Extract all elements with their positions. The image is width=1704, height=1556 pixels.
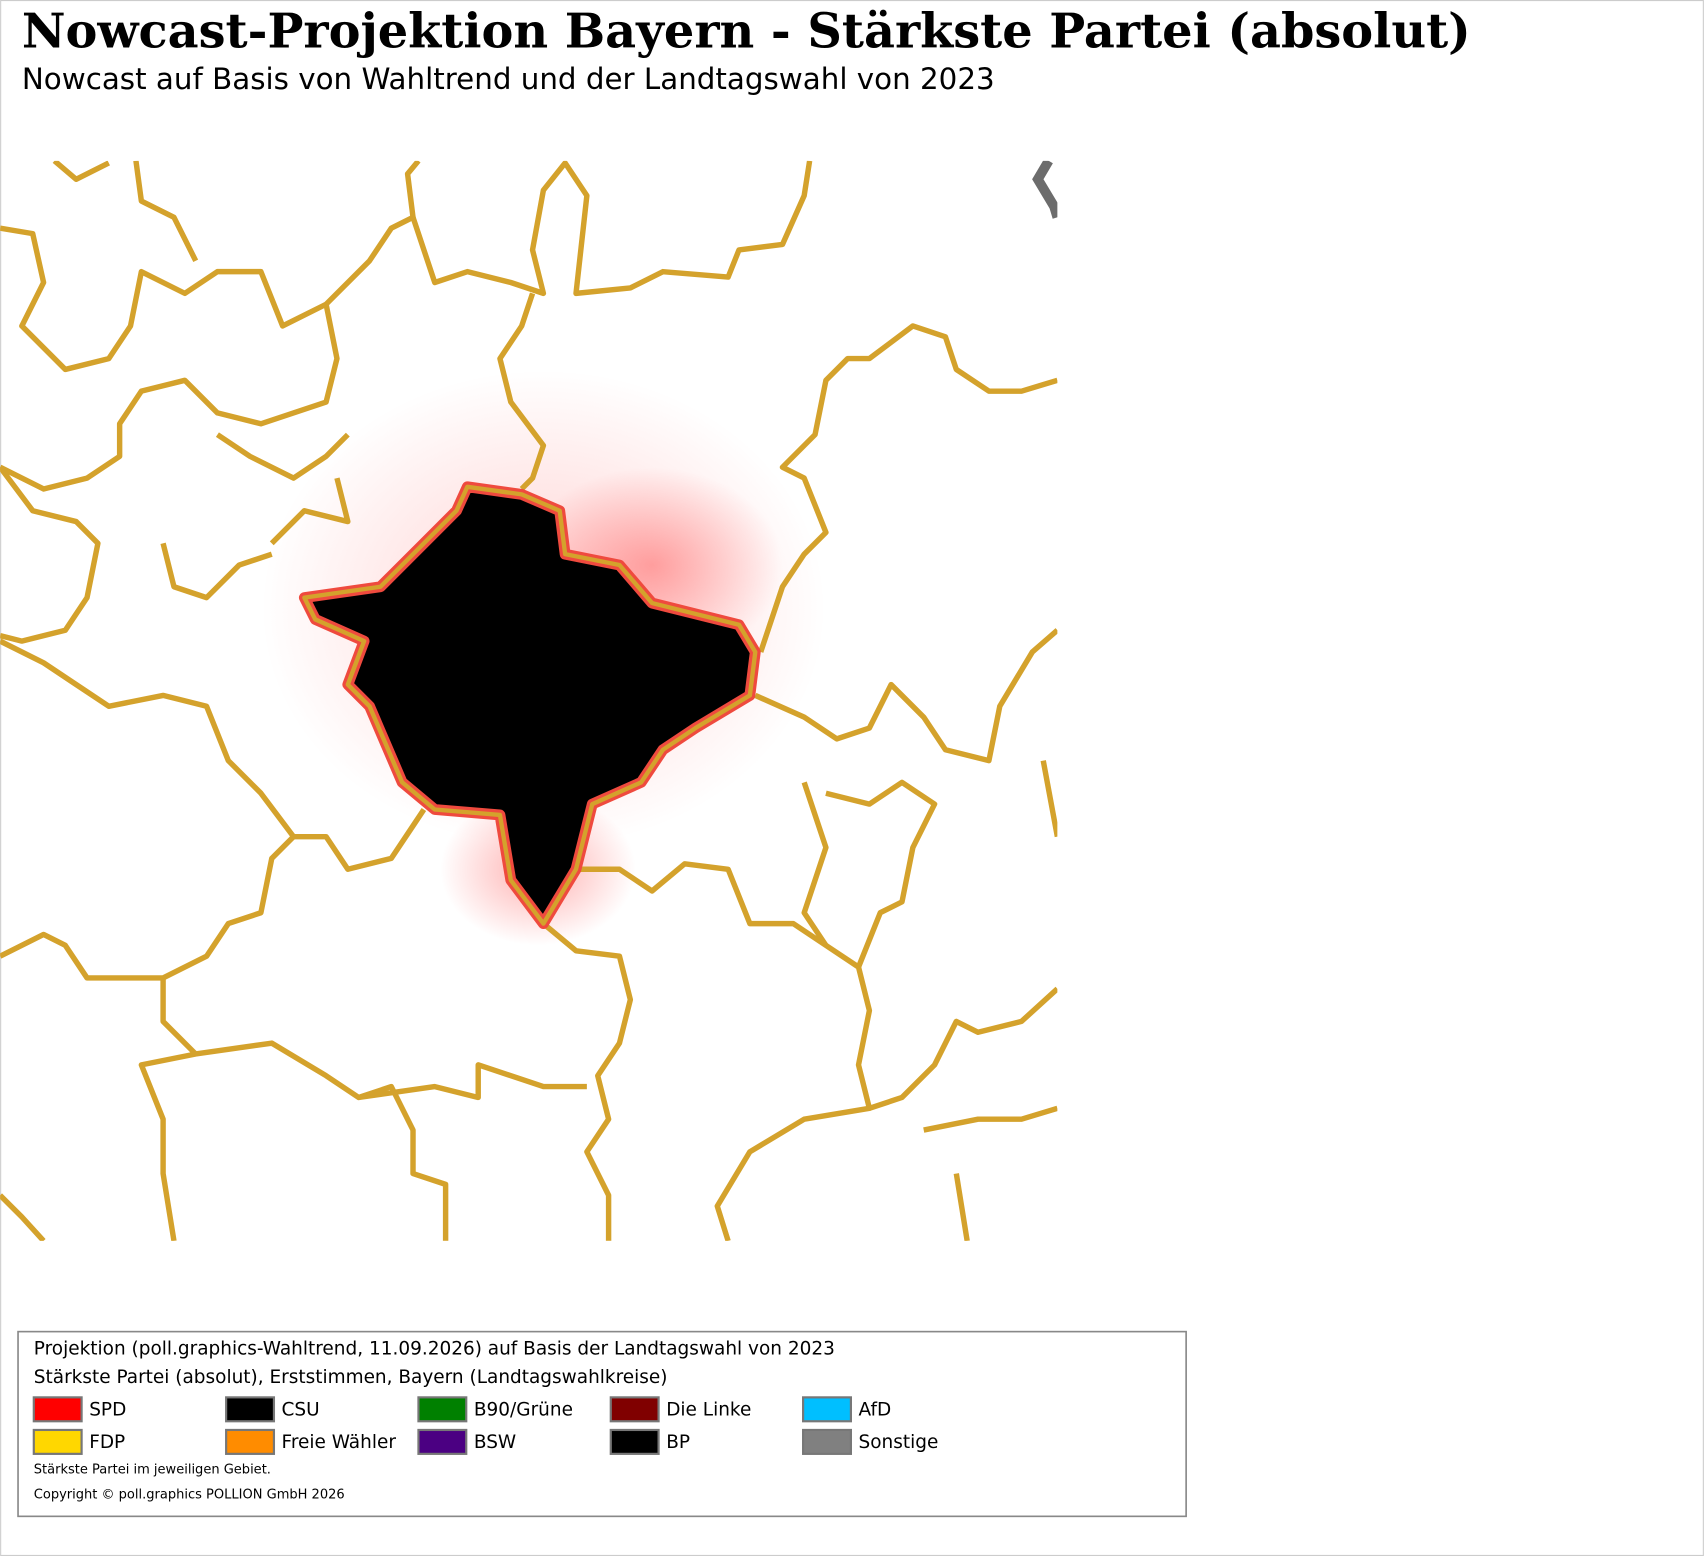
legend-swatch xyxy=(417,1396,468,1423)
legend-swatch xyxy=(32,1428,83,1455)
map xyxy=(0,160,1058,1241)
legend-label: BSW xyxy=(474,1432,516,1453)
legend-swatch xyxy=(32,1396,83,1423)
legend-label: B90/Grüne xyxy=(474,1399,573,1420)
legend-label: Sonstige xyxy=(859,1432,939,1453)
subtitle: Nowcast auf Basis von Wahltrend und der … xyxy=(22,62,995,96)
legend-swatch xyxy=(802,1396,853,1423)
title: Nowcast-Projektion Bayern - Stärkste Par… xyxy=(22,3,1471,59)
legend-swatch xyxy=(417,1428,468,1455)
legend-label: FDP xyxy=(89,1432,125,1453)
legend-swatch xyxy=(802,1428,853,1455)
legend-heading: Projektion (poll.graphics-Wahltrend, 11.… xyxy=(34,1339,835,1360)
legend-label: CSU xyxy=(282,1399,320,1420)
legend-heading: Stärkste Partei (absolut), Erststimmen, … xyxy=(34,1367,668,1388)
legend-label: SPD xyxy=(89,1399,126,1420)
legend-label: AfD xyxy=(859,1399,892,1420)
legend-note: Copyright © poll.graphics POLLION GmbH 2… xyxy=(34,1488,345,1503)
legend-label: Freie Wähler xyxy=(282,1432,397,1453)
legend: Projektion (poll.graphics-Wahltrend, 11.… xyxy=(32,1339,939,1503)
legend-box xyxy=(17,1330,1187,1518)
legend-note: Stärkste Partei im jeweiligen Gebiet. xyxy=(34,1463,271,1478)
legend-label: Die Linke xyxy=(666,1399,751,1420)
legend-swatch xyxy=(609,1428,660,1455)
legend-label: BP xyxy=(666,1432,690,1453)
legend-swatch xyxy=(225,1396,276,1423)
legend-swatch xyxy=(609,1396,660,1423)
legend-swatch xyxy=(225,1428,276,1455)
